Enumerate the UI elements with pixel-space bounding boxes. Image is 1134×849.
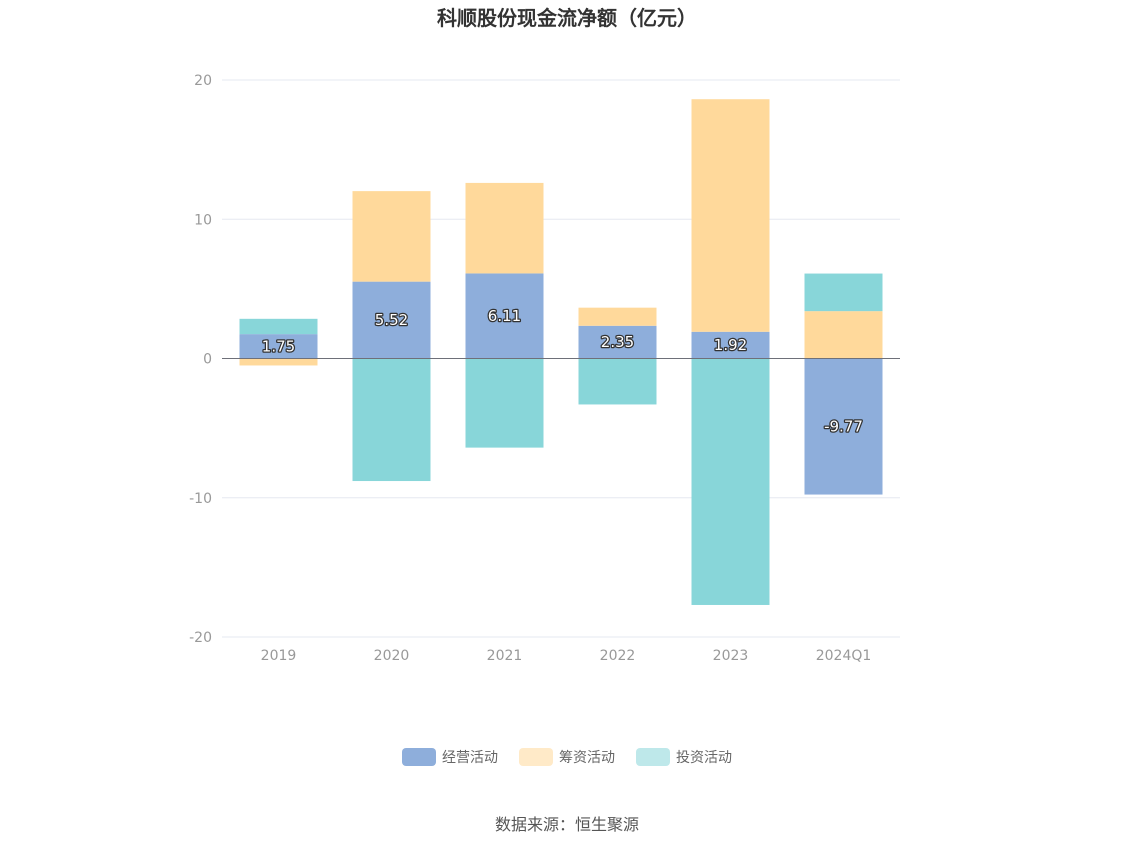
bar-segment <box>691 331 770 359</box>
data-label: 2.35 <box>601 333 634 351</box>
legend-item[interactable]: 投资活动 <box>636 748 732 766</box>
y-tick-label: 10 <box>194 212 212 228</box>
grid-lines <box>222 79 900 638</box>
bar-segment <box>352 281 431 359</box>
bar-segment <box>578 325 657 359</box>
bar-segment <box>239 334 318 359</box>
bar-segment <box>239 318 318 335</box>
data-label: 5.52 <box>375 311 408 329</box>
data-label: -9.77 <box>824 418 863 436</box>
data-label: 6.11 <box>488 307 521 325</box>
y-tick-label: 20 <box>194 73 212 89</box>
chart-title: 科顺股份现金流净额（亿元） <box>437 6 697 30</box>
bar-segment <box>578 358 657 405</box>
bar-segment <box>465 358 544 448</box>
x-tick-label: 2021 <box>487 648 523 664</box>
legend: 经营活动 筹资活动 投资活动 <box>402 748 732 766</box>
legend-item[interactable]: 经营活动 <box>402 748 498 766</box>
bar-segment <box>578 307 657 326</box>
bar-segment <box>804 311 883 359</box>
legend-swatch <box>519 748 553 766</box>
data-label: 1.75 <box>262 337 295 355</box>
legend-label: 经营活动 <box>442 750 498 766</box>
bar-segment <box>465 182 544 274</box>
bar-segment <box>691 358 770 605</box>
legend-item[interactable]: 筹资活动 <box>519 748 615 766</box>
bars <box>239 99 883 605</box>
y-tick-label: 0 <box>203 352 212 368</box>
x-tick-label: 2024Q1 <box>816 648 872 664</box>
x-tick-label: 2019 <box>261 648 297 664</box>
x-tick-label: 2020 <box>374 648 410 664</box>
legend-swatch <box>636 748 670 766</box>
bar-segment <box>804 273 883 312</box>
bar-segment <box>239 358 318 366</box>
data-label: 1.92 <box>714 336 747 354</box>
bar-segment <box>804 358 883 495</box>
legend-swatch <box>402 748 436 766</box>
x-tick-label: 2022 <box>600 648 636 664</box>
data-labels: 1.75 5.52 6.11 2.35 1.92 -9.77 <box>261 306 865 437</box>
bar-segment <box>465 273 544 359</box>
y-tick-label: -10 <box>189 491 212 507</box>
x-tick-label: 2023 <box>713 648 749 664</box>
y-tick-label: -20 <box>189 630 212 646</box>
bar-segment <box>352 358 431 482</box>
axis-labels: -20 -10 0 10 20 2019 2020 2021 2022 2023 2024Q1 <box>189 73 871 664</box>
bar-segment <box>352 191 431 282</box>
bar-segment <box>691 99 770 332</box>
source-text: 数据来源：恒生聚源 <box>495 815 639 834</box>
legend-label: 筹资活动 <box>559 749 615 766</box>
legend-label: 投资活动 <box>676 750 732 766</box>
